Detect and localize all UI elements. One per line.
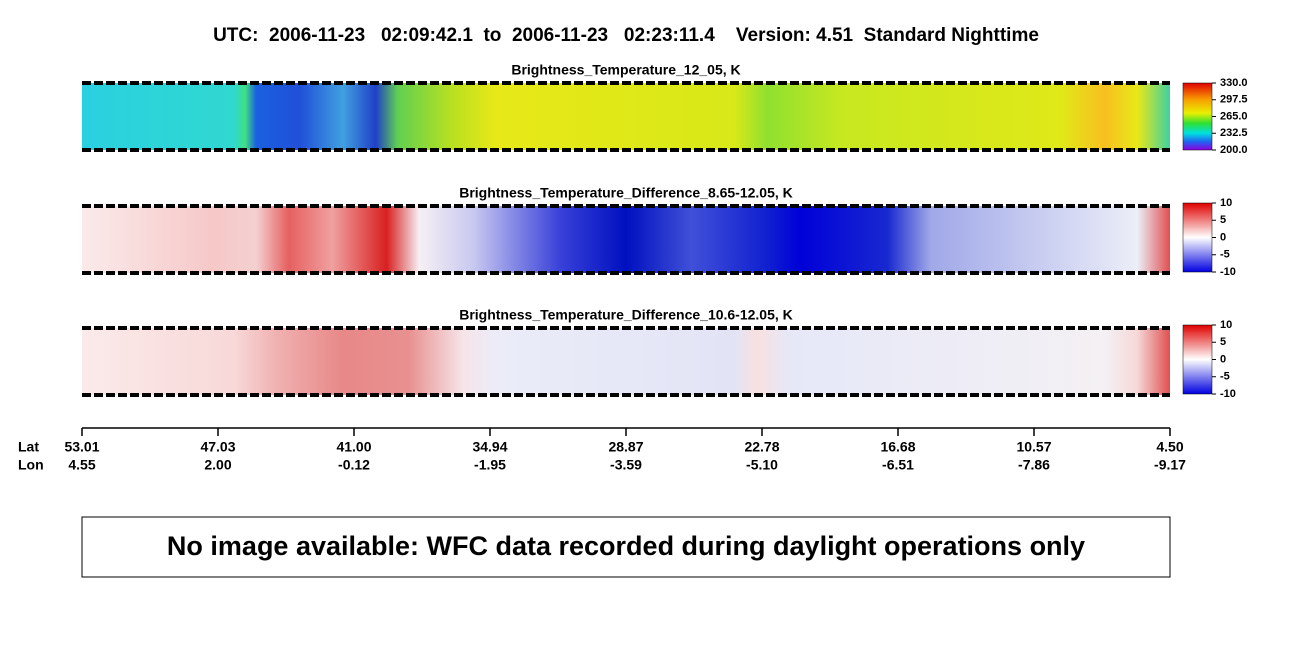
colorbar-tick-label: 232.5 [1220, 127, 1248, 139]
lat-tick-label: 10.57 [1016, 439, 1051, 455]
colorbar [1182, 82, 1213, 151]
row-label: Lat [18, 439, 39, 455]
colorbar-tick-label: 0 [1220, 353, 1226, 365]
colorbar [1182, 202, 1213, 273]
colorbar-tick-label: 330.0 [1220, 77, 1248, 89]
lon-tick-label: 2.00 [204, 457, 231, 473]
lon-tick-label: -9.17 [1154, 457, 1186, 473]
message-box [81, 516, 1171, 578]
panel-title: Brightness_Temperature_Difference_8.65-1… [459, 185, 793, 201]
row-label: Lon [18, 457, 44, 473]
panel-title: Brightness_Temperature_Difference_10.6-1… [459, 307, 793, 323]
heatmap-strip [82, 83, 1170, 150]
colorbar-tick-label: 265.0 [1220, 110, 1248, 122]
heatmap-strip [82, 328, 1170, 395]
lat-tick-label: 22.78 [744, 439, 779, 455]
colorbar [1182, 324, 1213, 395]
colorbar-tick-label: 297.5 [1220, 94, 1248, 106]
lat-tick-label: 47.03 [200, 439, 235, 455]
lat-tick-label: 16.68 [880, 439, 915, 455]
colorbar-tick-label: -5 [1220, 371, 1230, 383]
colorbar-tick-label: 5 [1220, 214, 1226, 226]
lon-tick-label: -6.51 [882, 457, 914, 473]
colorbar-tick-label: 5 [1220, 336, 1226, 348]
colorbar-tick-label: -10 [1220, 266, 1236, 278]
lat-tick-label: 41.00 [336, 439, 371, 455]
lon-tick-label: -5.10 [746, 457, 778, 473]
lon-tick-label: -1.95 [474, 457, 506, 473]
panel-title: Brightness_Temperature_12_05, K [511, 62, 740, 78]
lon-tick-label: 4.55 [68, 457, 95, 473]
lat-tick-label: 28.87 [608, 439, 643, 455]
lon-tick-label: -3.59 [610, 457, 642, 473]
lat-tick-label: 53.01 [64, 439, 99, 455]
colorbar-tick-label: 0 [1220, 231, 1226, 243]
colorbar-tick-label: -10 [1220, 388, 1236, 400]
message: No image available: WFC data recorded du… [167, 531, 1085, 561]
figure-title: UTC: 2006-11-23 02:09:42.1 to 2006-11-23… [213, 25, 1039, 46]
colorbar-tick-label: 10 [1220, 197, 1232, 209]
colorbar-tick-label: 10 [1220, 319, 1232, 331]
lon-tick-label: -7.86 [1018, 457, 1050, 473]
colorbar-tick-label: 200.0 [1220, 144, 1248, 156]
lat-tick-label: 4.50 [1156, 439, 1183, 455]
lon-tick-label: -0.12 [338, 457, 370, 473]
heatmap-strip [82, 206, 1170, 273]
colorbar-tick-label: -5 [1220, 249, 1230, 261]
lat-tick-label: 34.94 [472, 439, 507, 455]
